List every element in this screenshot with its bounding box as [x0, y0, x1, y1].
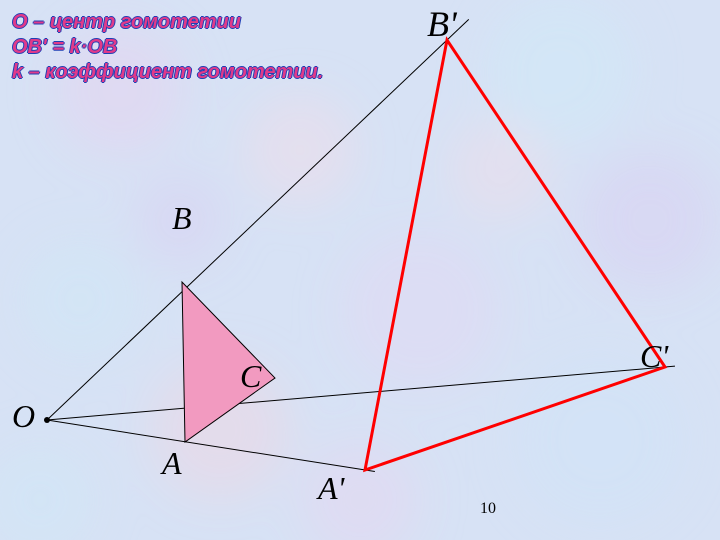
diagram-canvas: O A B C A' B' C' O – центр гомотетии OB'…	[0, 0, 720, 540]
ray-o-cprime	[47, 366, 675, 420]
page-number: 10	[480, 500, 496, 518]
label-c: C	[240, 358, 261, 395]
triangle-prime	[365, 40, 665, 470]
label-cprime: C'	[640, 338, 668, 375]
label-a: A	[162, 445, 182, 482]
note-line-2: OB' = k·OB	[12, 35, 323, 60]
center-dot	[44, 417, 50, 423]
note-line-1: O – центр гомотетии	[12, 10, 323, 35]
label-o: O	[12, 398, 35, 435]
ray-o-aprime	[47, 420, 375, 472]
note-line-3: k – коэффициент гомотетии.	[12, 60, 323, 85]
definition-note: O – центр гомотетии OB' = k·OB k – коэфф…	[12, 10, 323, 85]
label-bprime: B'	[427, 3, 457, 45]
label-aprime: A'	[318, 470, 344, 507]
label-b: B	[172, 200, 192, 237]
